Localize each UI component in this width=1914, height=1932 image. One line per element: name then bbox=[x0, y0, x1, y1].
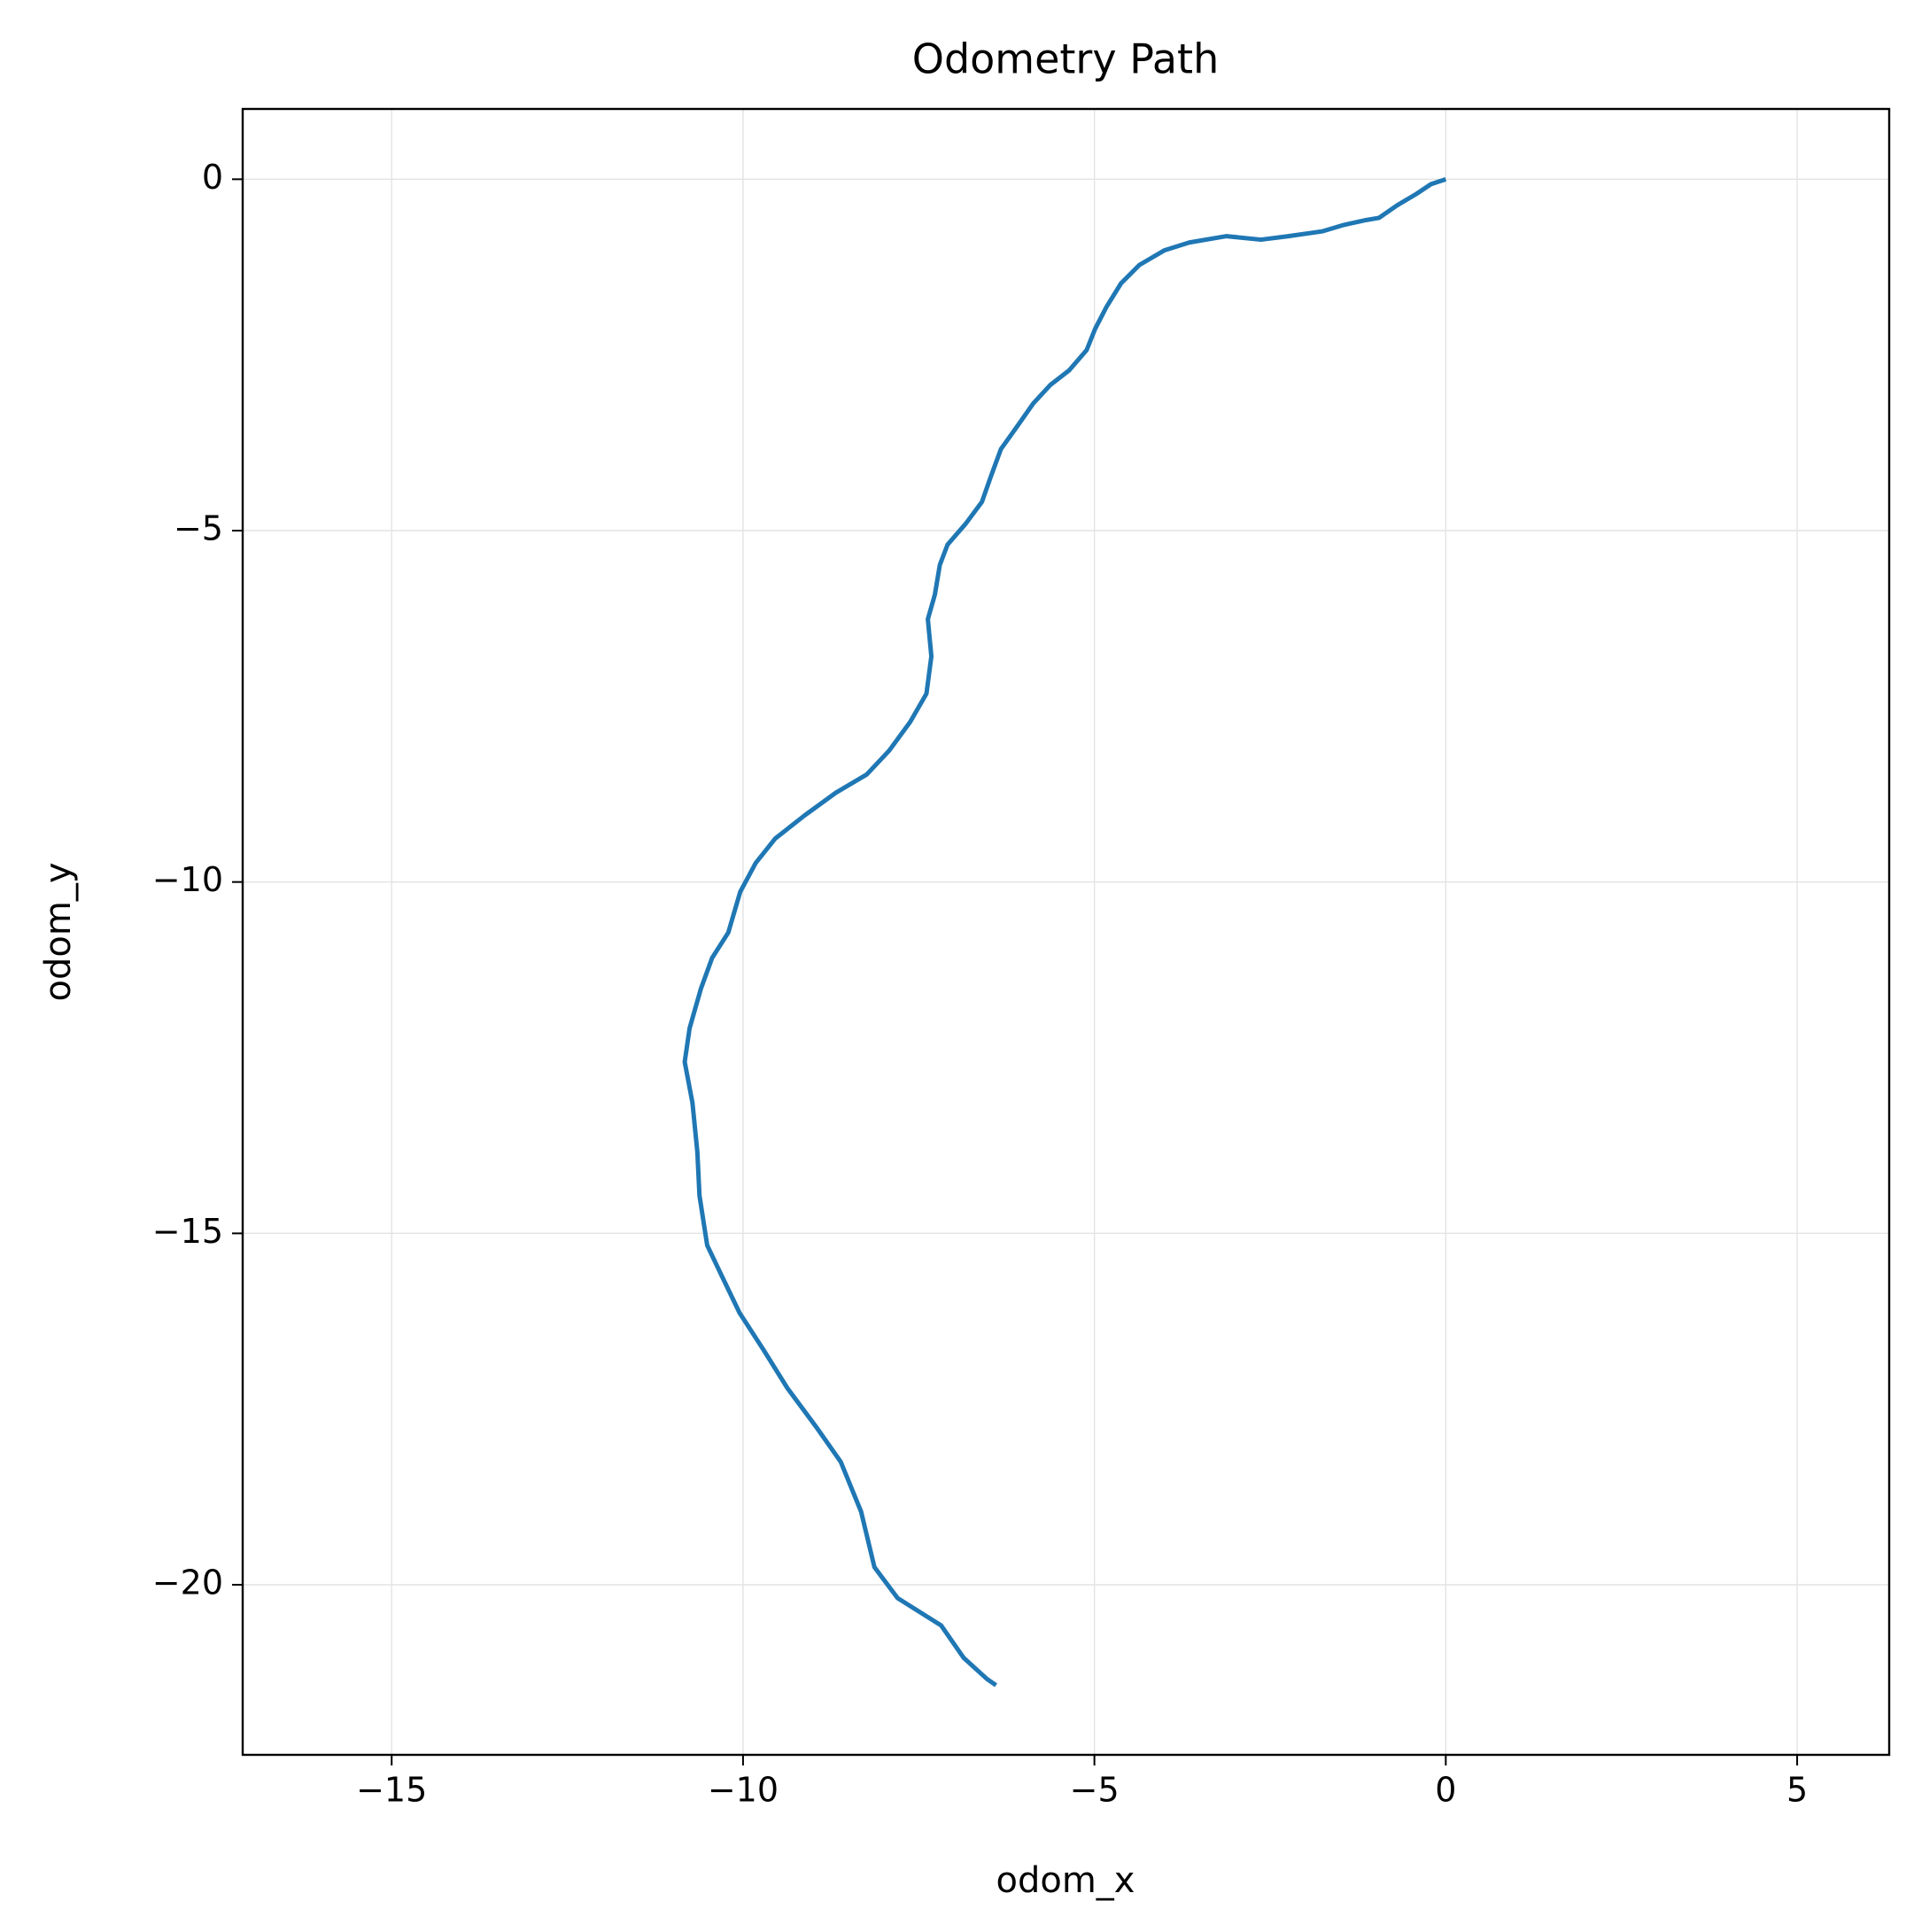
x-axis-label: odom_x bbox=[996, 1860, 1135, 1901]
x-tick-label: 5 bbox=[1786, 1771, 1808, 1810]
plot-frame bbox=[241, 107, 1891, 1757]
y-tick-label: −20 bbox=[152, 1563, 223, 1602]
x-tick-label: 0 bbox=[1435, 1771, 1456, 1810]
chart-title: Odometry Path bbox=[912, 35, 1220, 83]
x-tick-label: −5 bbox=[1070, 1771, 1120, 1810]
y-tick-label: −15 bbox=[152, 1212, 223, 1251]
y-tick-label: −10 bbox=[152, 860, 223, 899]
x-tick-label: −15 bbox=[356, 1771, 427, 1810]
y-tick-label: 0 bbox=[202, 158, 223, 197]
y-axis-label: odom_y bbox=[38, 863, 79, 1002]
x-tick-label: −10 bbox=[708, 1771, 779, 1810]
y-tick-label: −5 bbox=[174, 509, 223, 548]
odometry-line bbox=[682, 176, 1447, 1688]
